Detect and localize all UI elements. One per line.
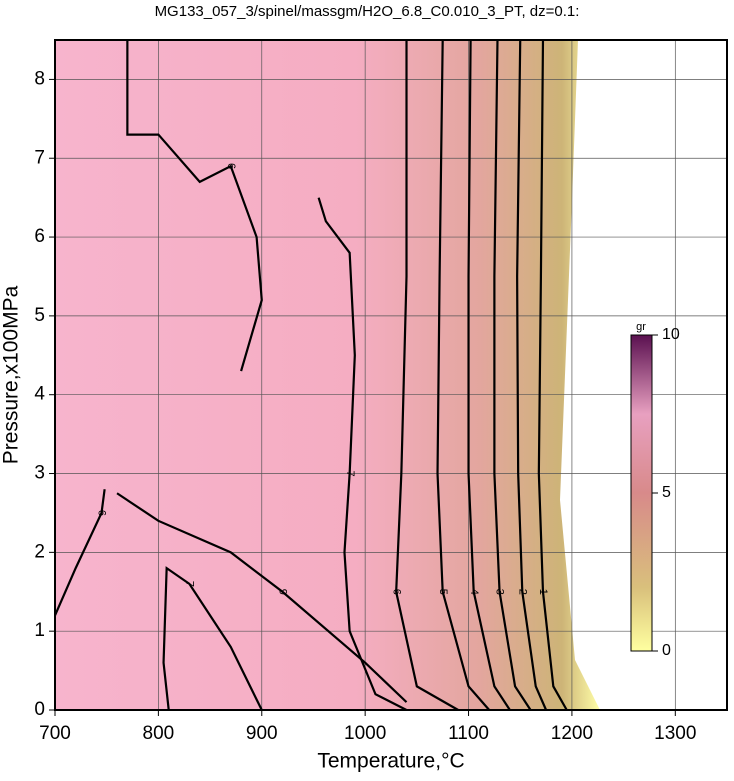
colorbar-label: gr [636,321,646,333]
contour-label: 6 [96,510,108,516]
contour-label: 6 [225,163,237,169]
contour-line [537,39,568,711]
x-tick-label: 700 [39,723,71,744]
y-tick-label: 6 [34,226,45,247]
x-tick-label: 1000 [344,723,386,744]
colorbar-tick-label: 5 [662,484,671,501]
contour-line [436,39,491,711]
x-tick-label: 1100 [448,723,489,744]
y-axis-label: Pressure,x100MPa [0,285,23,464]
y-tick-label: 8 [34,68,45,89]
x-tick-label: 800 [143,723,175,744]
colorbar-tick-label: 0 [662,642,671,659]
colorbar [630,334,653,652]
contour-line [493,39,532,711]
contour-line [53,489,106,616]
contour-line [162,566,263,711]
x-tick-label: 900 [246,723,278,744]
contour-line [516,39,548,711]
contour-line [126,40,263,372]
x-axis-label: Temperature,°C [317,750,464,773]
chart-title: MG133_057_3/spinel/massgm/H2O_6.8_C0.010… [155,3,580,20]
y-tick-label: 7 [34,147,45,168]
y-tick-label: 2 [34,541,45,562]
contour-line [317,197,408,711]
contour-label: 3 [494,589,506,595]
y-tick-label: 0 [34,699,45,720]
contour-label: 6 [390,589,402,595]
contour-label: 1 [537,589,549,595]
x-tick-label: 1200 [551,723,593,744]
colorbar-tick-label: 10 [662,326,680,343]
y-tick-label: 3 [34,463,45,484]
contour-label: 4 [468,589,480,595]
y-tick-label: 4 [34,384,45,405]
y-tick-label: 1 [34,620,45,641]
plot-frame [54,39,728,711]
contour-label: 2 [516,589,528,595]
contour-line [395,40,459,711]
contour-line [467,39,511,711]
x-tick-label: 1300 [654,723,696,744]
contour-label: 5 [437,589,449,595]
contour-label: 7 [183,581,195,587]
contour-label: 9 [277,589,289,595]
contour-label: 7 [344,470,356,476]
contour-line [116,492,408,703]
y-tick-label: 5 [34,305,45,326]
field [55,40,600,710]
